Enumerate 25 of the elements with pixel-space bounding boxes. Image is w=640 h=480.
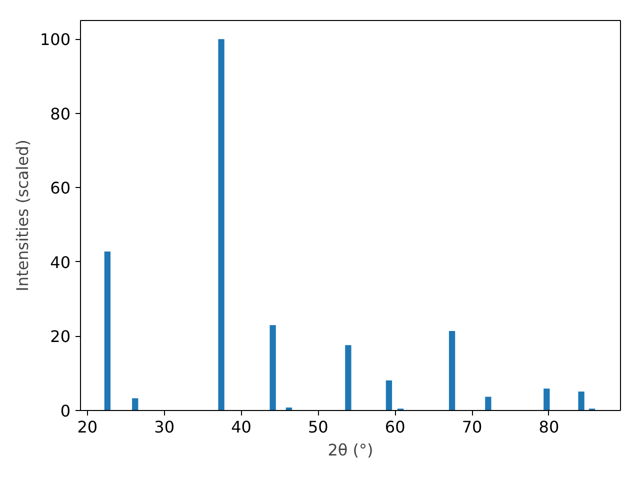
bar	[578, 392, 584, 410]
y-tick-label: 60	[50, 178, 70, 198]
bar	[386, 380, 392, 410]
y-tick-label: 100	[40, 30, 71, 50]
bar	[448, 331, 456, 410]
bar	[270, 325, 276, 410]
bar	[544, 388, 550, 410]
x-tick-label: 70	[462, 418, 482, 436]
x-tick-label: 20	[77, 418, 98, 436]
y-tick-label: 80	[50, 104, 70, 124]
bar	[345, 345, 352, 410]
x-tick-label: 40	[231, 418, 252, 436]
y-axis-title: Intensities (scaled)	[12, 140, 32, 292]
bar	[485, 396, 492, 410]
x-tick-label: 50	[308, 418, 328, 436]
x-axis-title: 2θ (°)	[328, 440, 374, 460]
x-tick-label: 30	[154, 418, 175, 436]
y-tick-label: 20	[50, 327, 70, 346]
bar	[218, 39, 224, 410]
y-tick-label: 40	[50, 252, 70, 272]
y-tick-label: 0	[60, 402, 71, 420]
bar	[104, 252, 110, 410]
bar	[132, 398, 138, 410]
x-tick-label: 80	[538, 418, 560, 436]
x-tick-label: 60	[384, 418, 406, 436]
